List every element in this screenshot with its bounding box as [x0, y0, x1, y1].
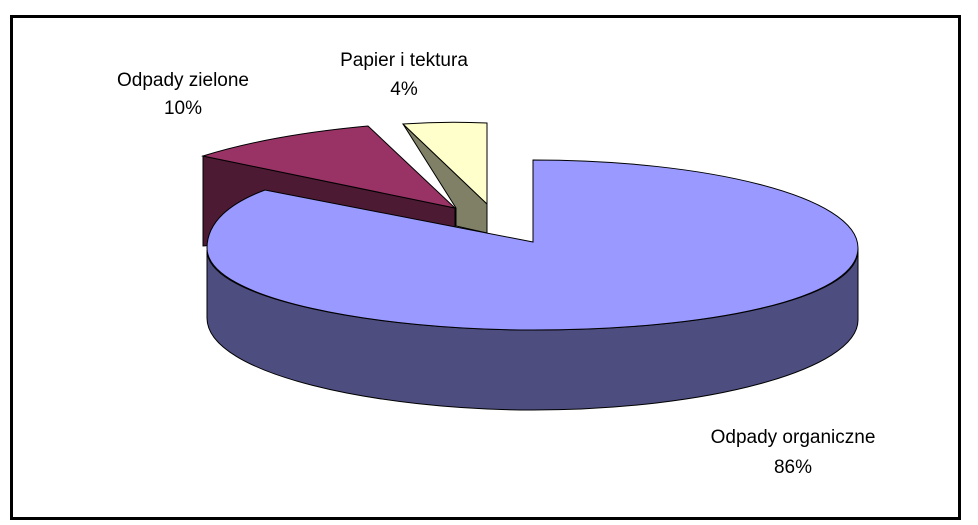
- label-value-papier-i-tektura: 4%: [390, 79, 418, 100]
- slice-top-odpady-organiczne: [206, 159, 859, 331]
- pie-slice-papier-i-tektura: [401, 121, 488, 234]
- pie-slice-odpady-organiczne: [206, 159, 859, 411]
- label-value-odpady-organiczne: 86%: [774, 457, 812, 478]
- slice-top-papier-i-tektura: [401, 121, 488, 206]
- label-name-odpady-zielone: Odpady zielone: [117, 70, 249, 91]
- label-name-odpady-organiczne: Odpady organiczne: [711, 427, 876, 448]
- slice-top-odpady-zielone: [201, 125, 457, 209]
- label-value-odpady-zielone: 10%: [164, 98, 202, 119]
- label-name-papier-i-tektura: Papier i tektura: [340, 50, 468, 71]
